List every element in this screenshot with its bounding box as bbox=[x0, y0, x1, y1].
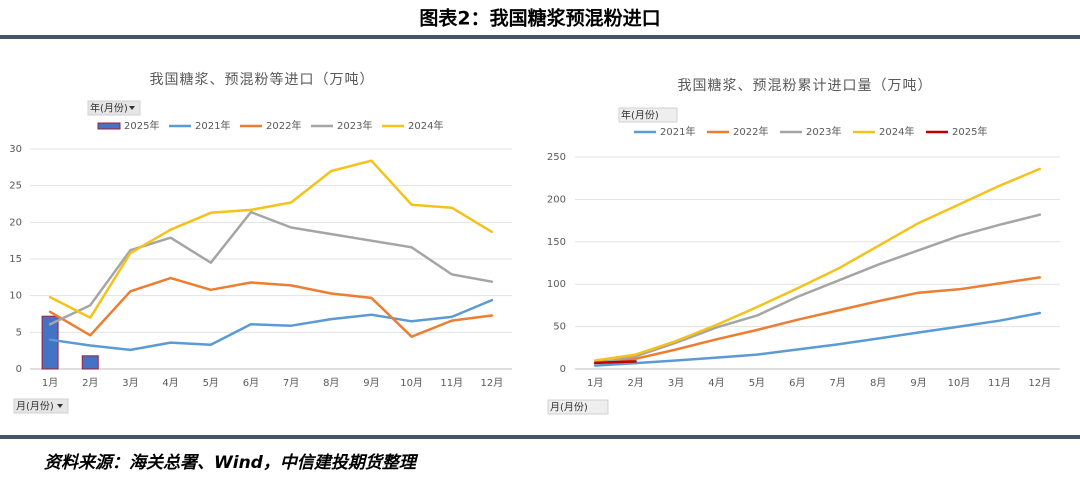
y-tick-label: 25 bbox=[9, 181, 22, 192]
button-label: 年(月份) bbox=[621, 109, 659, 122]
field-button[interactable]: 年(月份) bbox=[618, 107, 678, 123]
line bbox=[593, 167, 1042, 362]
x-tick-label: 8月 bbox=[323, 377, 339, 389]
x-tick-label: 2月 bbox=[82, 377, 98, 389]
x-tick-label: 7月 bbox=[830, 377, 846, 389]
top-rule bbox=[0, 35, 1080, 39]
bottom-rule bbox=[0, 435, 1080, 439]
legend-label: 2022年 bbox=[733, 125, 768, 138]
y-tick-label: 100 bbox=[547, 279, 566, 290]
x-tick-label: 1月 bbox=[587, 377, 603, 389]
button-bg bbox=[87, 100, 141, 116]
y-tick-label: 15 bbox=[9, 254, 22, 265]
chart-title: 我国糖浆、预混粉等进口（万吨） bbox=[150, 71, 375, 88]
figure-title: 图表2：我国糖浆预混粉进口 bbox=[419, 7, 660, 30]
x-tick-label: 7月 bbox=[283, 377, 299, 389]
x-tick-label: 6月 bbox=[243, 377, 259, 389]
legend-label: 2022年 bbox=[266, 119, 301, 132]
x-tick-label: 6月 bbox=[789, 377, 805, 389]
line bbox=[593, 276, 1042, 364]
line bbox=[48, 159, 494, 319]
bar bbox=[41, 315, 59, 370]
dropdown-arrow bbox=[57, 404, 63, 408]
x-tick-label: 3月 bbox=[668, 377, 684, 389]
dropdown-arrow bbox=[129, 106, 135, 110]
line bbox=[593, 311, 1042, 367]
legend-label: 2023年 bbox=[337, 119, 372, 132]
legend-label: 2024年 bbox=[879, 125, 914, 138]
x-tick-label: 11月 bbox=[440, 377, 463, 389]
legend-label: 2021年 bbox=[195, 119, 230, 132]
x-tick-label: 10月 bbox=[400, 377, 423, 389]
x-tick-label: 5月 bbox=[749, 377, 765, 389]
button-bg bbox=[547, 399, 609, 415]
button-label: 月(月份) bbox=[550, 402, 588, 414]
x-tick-label: 1月 bbox=[42, 377, 58, 389]
y-tick-label: 150 bbox=[547, 237, 566, 248]
y-tick-label: 200 bbox=[547, 194, 566, 205]
line bbox=[48, 210, 494, 326]
legend-label: 2021年 bbox=[660, 125, 695, 138]
legend-swatch bbox=[97, 122, 121, 130]
legend-label: 2025年 bbox=[124, 119, 159, 132]
y-tick-label: 30 bbox=[9, 144, 22, 155]
x-tick-label: 12月 bbox=[481, 377, 504, 389]
button-bg bbox=[618, 107, 678, 123]
button-bg bbox=[13, 398, 69, 414]
x-tick-label: 9月 bbox=[363, 377, 379, 389]
field-button[interactable]: 月(月份) bbox=[547, 399, 609, 415]
chart-title: 我国糖浆、预混粉累计进口量（万吨） bbox=[678, 78, 933, 94]
x-tick-label: 8月 bbox=[870, 377, 886, 389]
y-tick-label: 20 bbox=[9, 217, 22, 228]
button-label: 年(月份) bbox=[90, 102, 128, 115]
x-tick-label: 10月 bbox=[948, 377, 971, 389]
line bbox=[48, 276, 494, 338]
x-tick-label: 9月 bbox=[910, 377, 926, 389]
x-tick-label: 5月 bbox=[203, 377, 219, 389]
chart: 我国糖浆、预混粉等进口（万吨） 年(月份) 月(月份) 0 5 10 15 20 25 30 1月 2… bbox=[9, 71, 512, 414]
chart: 我国糖浆、预混粉累计进口量（万吨） 年(月份) 月(月份) 0 50 100 150 200 2… bbox=[547, 78, 1060, 415]
legend-label: 2025年 bbox=[952, 125, 987, 138]
legend-label: 2024年 bbox=[408, 119, 443, 132]
field-button[interactable]: 月(月份) bbox=[13, 398, 69, 414]
line bbox=[593, 213, 1042, 366]
x-tick-label: 11月 bbox=[988, 377, 1011, 389]
x-tick-label: 3月 bbox=[122, 377, 138, 389]
field-button[interactable]: 年(月份) bbox=[87, 100, 141, 116]
y-tick-label: 250 bbox=[547, 152, 566, 163]
y-tick-label: 5 bbox=[16, 327, 22, 338]
source-note: 资料来源：海关总署、Wind，中信建投期货整理 bbox=[44, 453, 419, 473]
button-label: 月(月份) bbox=[16, 401, 54, 413]
bar bbox=[81, 355, 99, 370]
y-tick-label: 0 bbox=[16, 364, 22, 375]
x-tick-label: 2月 bbox=[627, 377, 643, 389]
x-tick-label: 4月 bbox=[162, 377, 178, 389]
legend-label: 2023年 bbox=[806, 125, 841, 138]
y-tick-label: 10 bbox=[9, 291, 22, 302]
x-tick-label: 4月 bbox=[708, 377, 724, 389]
y-tick-label: 50 bbox=[553, 322, 566, 333]
line bbox=[48, 298, 494, 352]
line bbox=[593, 360, 637, 365]
y-tick-label: 0 bbox=[560, 364, 566, 375]
x-tick-label: 12月 bbox=[1028, 377, 1051, 389]
